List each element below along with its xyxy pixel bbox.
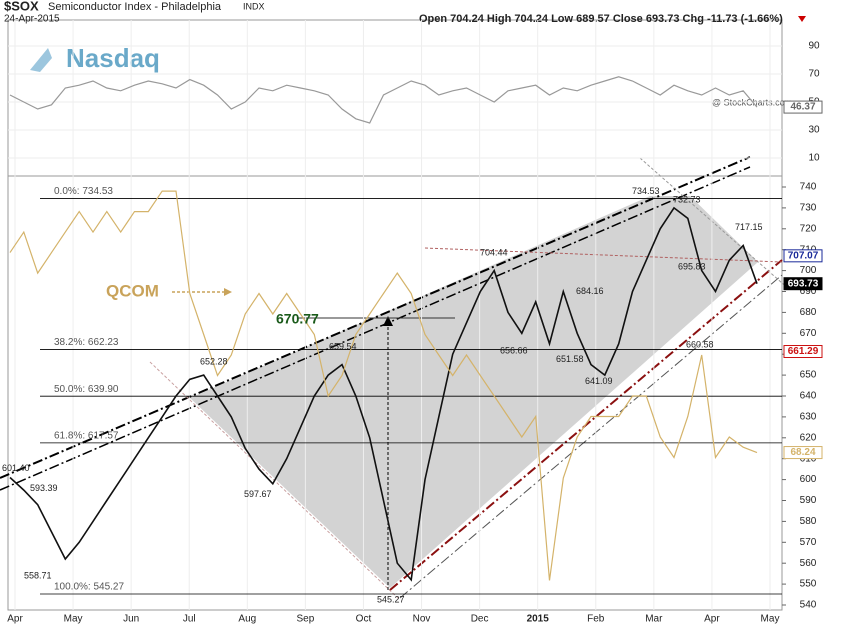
y-tick-label: 650: [800, 370, 817, 381]
x-tick-label: May: [761, 614, 780, 625]
wedge-area: [190, 196, 758, 588]
y-tick-label: 570: [800, 537, 817, 548]
y-tick-label: 640: [800, 391, 817, 402]
down-arrow: [798, 16, 806, 22]
y-tick-label: 590: [800, 495, 817, 506]
exchange: INDX: [243, 1, 265, 11]
price-annotation: 593.39: [30, 483, 58, 493]
y-tick-label: 720: [800, 223, 817, 234]
price-annotation: 641.09: [585, 376, 613, 386]
x-tick-label: Dec: [471, 614, 489, 625]
y-tick-label: 630: [800, 412, 817, 423]
price-annotation: 734.53: [632, 186, 660, 196]
trendline: [424, 247, 783, 263]
price-tag-label: 661.29: [788, 346, 819, 357]
trendline: [0, 166, 751, 491]
rsi-tick-label: 70: [808, 69, 820, 80]
price-annotation: 660.58: [686, 339, 714, 349]
price-annotation: 545.27: [377, 594, 405, 604]
rsi-tick-label: 90: [808, 41, 820, 52]
y-tick-label: 680: [800, 307, 817, 318]
y-tick-label: 690: [800, 286, 817, 297]
x-tick-label: Apr: [7, 614, 23, 625]
price-annotation: 684.16: [576, 286, 604, 296]
price-tag-label: 46.37: [790, 102, 815, 113]
price-tag: [783, 345, 823, 359]
x-tick-label: Oct: [356, 614, 372, 625]
trendline: [399, 274, 783, 599]
fib-label: 0.0%: 734.53: [54, 186, 113, 197]
rsi-tick-label: 10: [808, 153, 820, 164]
qcom-line: [9, 190, 758, 581]
x-tick-label: Jun: [123, 614, 139, 625]
trendline: [639, 157, 791, 291]
x-tick-label: Sep: [296, 614, 314, 625]
fib-label: 61.8%: 617.57: [54, 431, 119, 442]
x-tick-label: 2015: [527, 614, 550, 625]
arrow-head: [383, 316, 393, 326]
price-annotation: 652.28: [200, 357, 228, 367]
x-tick-label: Nov: [413, 614, 431, 625]
y-tick-label: 600: [800, 474, 817, 485]
x-tick-label: Jul: [183, 614, 196, 625]
fib-label: 38.2%: 662.23: [54, 337, 119, 348]
x-tick-label: Aug: [238, 614, 256, 625]
y-tick-label: 740: [800, 182, 817, 193]
rsi-line: [9, 76, 758, 124]
highlight-value: 670.77: [276, 310, 319, 326]
fib-label: 100.0%: 545.27: [54, 582, 124, 593]
y-tick-label: 550: [800, 579, 817, 590]
logo: Nasdaq: [66, 43, 160, 73]
symbol: $SOX: [4, 0, 39, 13]
price-tag-label: 68.24: [790, 447, 815, 458]
price-annotation: 656.66: [500, 346, 528, 356]
price-tag: [783, 277, 823, 291]
x-tick-label: Apr: [704, 614, 720, 625]
price-annotation: 651.58: [556, 354, 584, 364]
overlay-label: QCOM: [106, 281, 159, 300]
price-annotation: 695.83: [678, 262, 706, 272]
arrow-head: [224, 288, 232, 296]
rsi-tick-label: 30: [808, 125, 820, 136]
quote: Open 704.24 High 704.24 Low 689.57 Close…: [419, 13, 783, 25]
y-tick-label: 730: [800, 203, 817, 214]
x-tick-label: May: [64, 614, 83, 625]
fib-label: 50.0%: 639.90: [54, 384, 119, 395]
trendline: [0, 156, 751, 479]
price-tag-label: 707.07: [788, 250, 819, 261]
y-tick-label: 620: [800, 432, 817, 443]
price-tag: [783, 249, 823, 263]
index-name: Semiconductor Index - Philadelphia: [48, 1, 222, 13]
price-line: [9, 206, 758, 582]
price-annotation: 659.54: [329, 342, 357, 352]
price-annotation: 601.40: [2, 463, 30, 473]
y-tick-label: 560: [800, 558, 817, 569]
price-annotation: 597.67: [244, 489, 272, 499]
price-annotation: 717.15: [735, 222, 763, 232]
price-annotation: 704.44: [480, 248, 508, 258]
y-tick-label: 700: [800, 265, 817, 276]
x-tick-label: Feb: [587, 614, 605, 625]
x-tick-label: Mar: [645, 614, 663, 625]
price-tag-label: 693.73: [788, 278, 819, 289]
price-tag: [783, 446, 823, 460]
y-tick-label: 540: [800, 600, 817, 611]
price-annotation: 732.73: [673, 195, 701, 205]
y-tick-label: 580: [800, 516, 817, 527]
price-annotation: 558.71: [24, 570, 52, 580]
logo-mark: [30, 48, 52, 72]
date: 24-Apr-2015: [4, 14, 60, 25]
y-tick-label: 670: [800, 328, 817, 339]
price-tag: [783, 100, 823, 114]
